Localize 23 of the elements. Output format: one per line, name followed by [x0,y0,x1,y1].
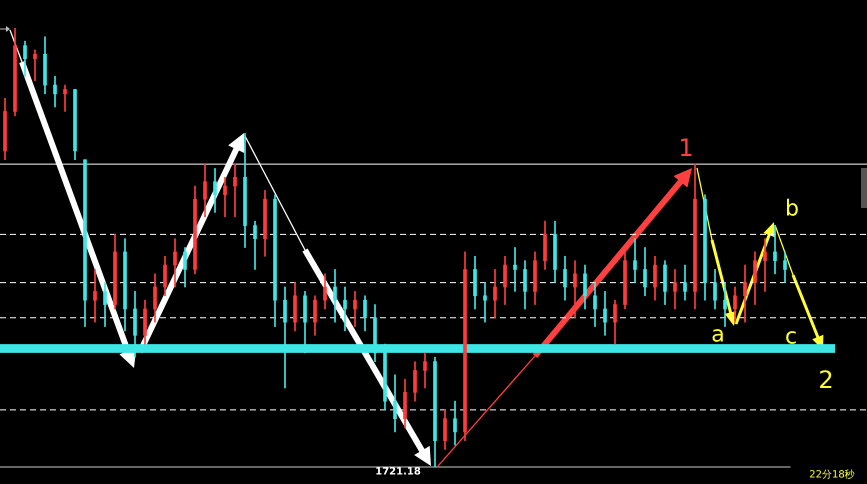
candlestick [743,264,747,322]
text: 2 [818,366,834,394]
candlestick [33,50,37,82]
candlestick [233,164,237,218]
annotation: c [784,324,798,350]
text: 22分18秒 [809,468,855,481]
candlestick [93,269,97,322]
annotation: b [785,196,799,222]
candlestick [723,282,727,327]
candlestick [763,238,767,292]
annotation: a [711,322,725,348]
candlestick [223,176,227,218]
candlestick [673,269,677,310]
candlestick [633,238,637,283]
annotation: 1 [678,134,694,162]
candlestick [513,247,517,292]
candlestick [683,264,687,301]
candlestick [343,286,347,332]
candlestick [63,84,67,112]
candlestick [573,260,577,318]
candlestick [483,282,487,322]
candlestick [773,225,777,274]
annotation: 1721.18 [375,466,421,478]
